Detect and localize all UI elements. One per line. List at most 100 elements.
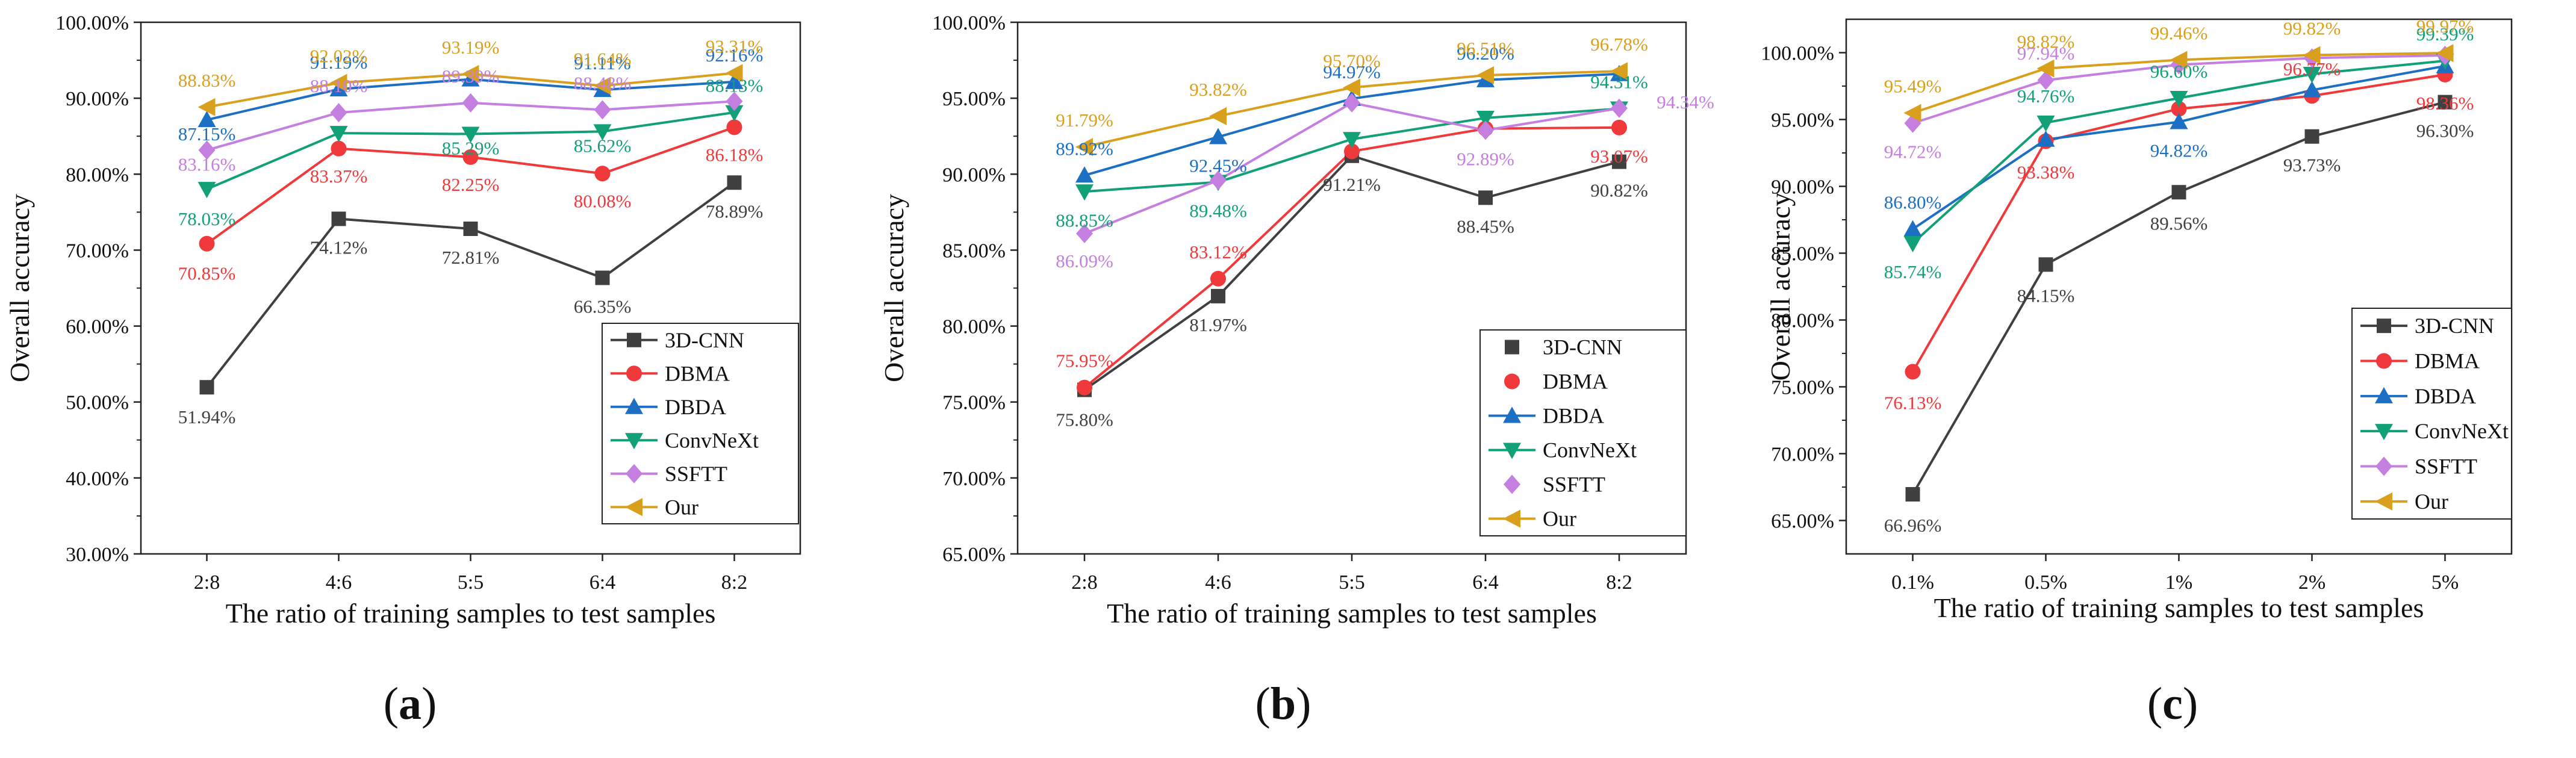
y-axis-label: Overall accuracy <box>879 194 909 382</box>
data-point-ssftt <box>198 140 216 160</box>
data-point-dbma <box>1077 379 1092 396</box>
legend-marker-our <box>1503 509 1520 528</box>
data-label: 82.25% <box>442 174 500 195</box>
data-label: 88.83% <box>178 70 236 91</box>
data-label: 91.19% <box>310 52 368 73</box>
panel-label-letter: c <box>2162 679 2183 729</box>
data-label: 94.72% <box>1884 141 1942 163</box>
data-label: 99.97% <box>2416 16 2474 37</box>
data-label: 86.18% <box>706 144 764 165</box>
data-point-dbda <box>1209 128 1227 144</box>
legend-label-convnext: ConvNeXt <box>665 428 759 452</box>
data-label: 88.10% <box>310 75 368 96</box>
legend-marker-3d-cnn <box>1505 340 1519 355</box>
data-point-dbma <box>594 166 611 182</box>
data-label: 93.73% <box>2283 155 2341 176</box>
data-label: 93.31% <box>706 36 764 57</box>
panel-label-paren-close: ) <box>422 679 437 729</box>
data-point-dbda <box>1075 166 1094 183</box>
legend-marker-convnext <box>2375 424 2393 441</box>
panel-label-paren-open: ( <box>2147 679 2162 729</box>
legend-label-our: Our <box>665 495 698 519</box>
y-tick-label: 30.00% <box>66 544 129 566</box>
data-label: 89.56% <box>2150 213 2208 234</box>
data-point-our <box>461 64 479 83</box>
data-label: 92.02% <box>310 46 368 67</box>
data-label: 72.81% <box>442 247 500 268</box>
data-label: 88.45% <box>1457 216 1514 237</box>
data-point-dbma <box>726 119 742 135</box>
data-point-convnext <box>2036 115 2055 132</box>
data-label: 88.85% <box>1056 210 1113 231</box>
y-tick-label: 70.00% <box>1771 444 1834 466</box>
data-label: 89.48% <box>1189 200 1247 221</box>
y-tick-label: 60.00% <box>66 316 129 338</box>
data-label: 66.35% <box>574 296 632 317</box>
data-label: 89.39% <box>442 66 500 87</box>
data-label: 90.82% <box>1590 180 1648 201</box>
legend: 3D-CNN DBMA DBDA ConvNeXt SSFTT Our <box>602 323 799 524</box>
data-point-convnext <box>1343 132 1361 149</box>
data-point-convnext <box>329 126 348 143</box>
data-point-3d-cnn <box>1478 190 1493 205</box>
data-label: 93.19% <box>442 37 500 58</box>
data-point-our <box>1075 138 1093 157</box>
y-tick-label: 100.00% <box>932 12 1006 34</box>
data-point-convnext <box>1476 110 1495 127</box>
data-label: 75.80% <box>1056 409 1113 430</box>
legend-marker-convnext <box>625 433 643 450</box>
legend-marker-dbma <box>1504 373 1520 390</box>
legend-label-3d-cnn: 3D-CNN <box>1543 335 1622 359</box>
data-point-our <box>1610 62 1628 81</box>
data-label: 85.74% <box>1884 261 1942 282</box>
panel-label-paren-open: ( <box>1255 679 1271 729</box>
data-point-dbda <box>2303 81 2321 98</box>
data-label: 94.76% <box>2017 85 2075 107</box>
data-label: 87.15% <box>178 123 236 144</box>
data-label: 96.51% <box>1457 38 1514 59</box>
data-point-dbma <box>1905 364 1921 380</box>
legend-marker-dbda <box>1503 406 1521 423</box>
x-tick-label: 6:4 <box>1472 571 1498 594</box>
data-label: 74.12% <box>310 237 368 258</box>
data-label: 80.08% <box>574 190 632 211</box>
panel-label: (a) <box>384 679 437 729</box>
data-point-dbma <box>331 140 347 157</box>
panel-label-paren-open: ( <box>384 679 399 729</box>
legend-label-dbda: DBDA <box>1543 404 1604 428</box>
data-point-3d-cnn <box>2038 257 2053 272</box>
data-point-our <box>1476 66 1494 85</box>
data-point-dbda <box>725 72 744 89</box>
x-tick-label: 4:6 <box>326 571 352 594</box>
data-point-3d-cnn <box>1612 154 1626 169</box>
data-label: 92.89% <box>1457 148 1514 169</box>
data-label: 75.95% <box>1056 350 1113 371</box>
legend-label-3d-cnn: 3D-CNN <box>2415 314 2494 338</box>
data-label: 51.94% <box>178 406 236 427</box>
y-tick-label: 80.00% <box>942 316 1006 338</box>
chart-0: 30.00% 40.00% 50.00% 60.00% 70.00% 80.00% 90.0… <box>4 12 801 729</box>
data-label: 99.82% <box>2283 17 2341 39</box>
y-tick-label: 90.00% <box>942 164 1006 186</box>
data-point-dbda <box>1903 220 1922 237</box>
data-point-our <box>198 98 216 116</box>
data-point-our <box>2436 44 2454 63</box>
x-tick-label: 5:5 <box>1339 571 1364 594</box>
y-tick-label: 90.00% <box>1771 176 1834 199</box>
data-label: 99.39% <box>2416 23 2474 45</box>
data-label: 78.03% <box>178 208 236 229</box>
data-label: 99.46% <box>2150 22 2208 43</box>
legend-label-3d-cnn: 3D-CNN <box>665 328 744 352</box>
x-tick-label: 2% <box>2298 571 2326 594</box>
data-label: 84.15% <box>2017 285 2075 306</box>
y-tick-label: 85.00% <box>942 240 1006 262</box>
legend-label-convnext: ConvNeXt <box>2415 419 2509 443</box>
data-label: 92.16% <box>706 45 764 66</box>
x-tick-label: 4:6 <box>1205 571 1231 594</box>
legend-box <box>1479 329 1687 536</box>
data-label: 91.11% <box>574 52 630 73</box>
data-point-3d-cnn <box>1211 288 1225 303</box>
legend-marker-our <box>2375 492 2392 511</box>
data-label: 85.29% <box>442 138 500 159</box>
